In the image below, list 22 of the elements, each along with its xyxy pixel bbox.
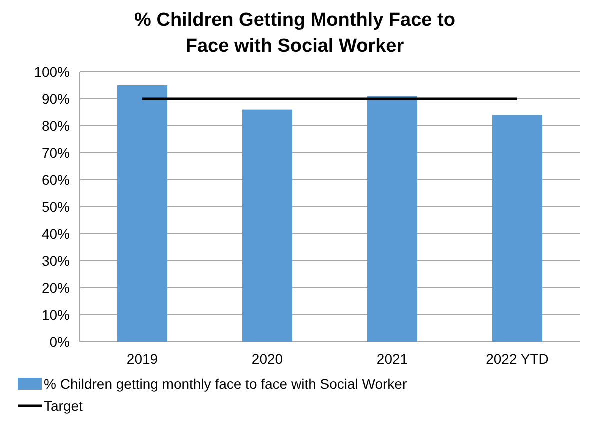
y-tick-label: 90% bbox=[42, 90, 70, 107]
x-tick-label: 2022 YTD bbox=[486, 351, 549, 367]
y-tick-label: 80% bbox=[42, 118, 70, 134]
y-tick-label: 40% bbox=[42, 226, 70, 242]
bar bbox=[368, 96, 418, 342]
y-tick-label: 0% bbox=[50, 334, 70, 350]
y-tick-label: 20% bbox=[42, 280, 70, 296]
legend-label: Target bbox=[44, 398, 84, 414]
legend-label: % Children getting monthly face to face with Social Worker bbox=[44, 376, 408, 392]
bar bbox=[492, 115, 542, 342]
y-tick-label: 70% bbox=[42, 144, 70, 161]
y-tick-label: 30% bbox=[42, 252, 70, 269]
y-tick-label: 10% bbox=[42, 306, 70, 323]
bar bbox=[242, 110, 292, 342]
y-tick-label: 60% bbox=[42, 172, 70, 188]
x-tick-label: 2020 bbox=[252, 351, 284, 367]
y-tick-label: 50% bbox=[42, 198, 70, 215]
x-tick-label: 2021 bbox=[376, 351, 408, 367]
x-tick-label: 2019 bbox=[126, 351, 158, 367]
bar bbox=[118, 86, 168, 342]
y-tick-label: 100% bbox=[34, 64, 70, 80]
chart-title: % Children Getting Monthly Face to Face with Social Worker bbox=[134, 10, 456, 57]
